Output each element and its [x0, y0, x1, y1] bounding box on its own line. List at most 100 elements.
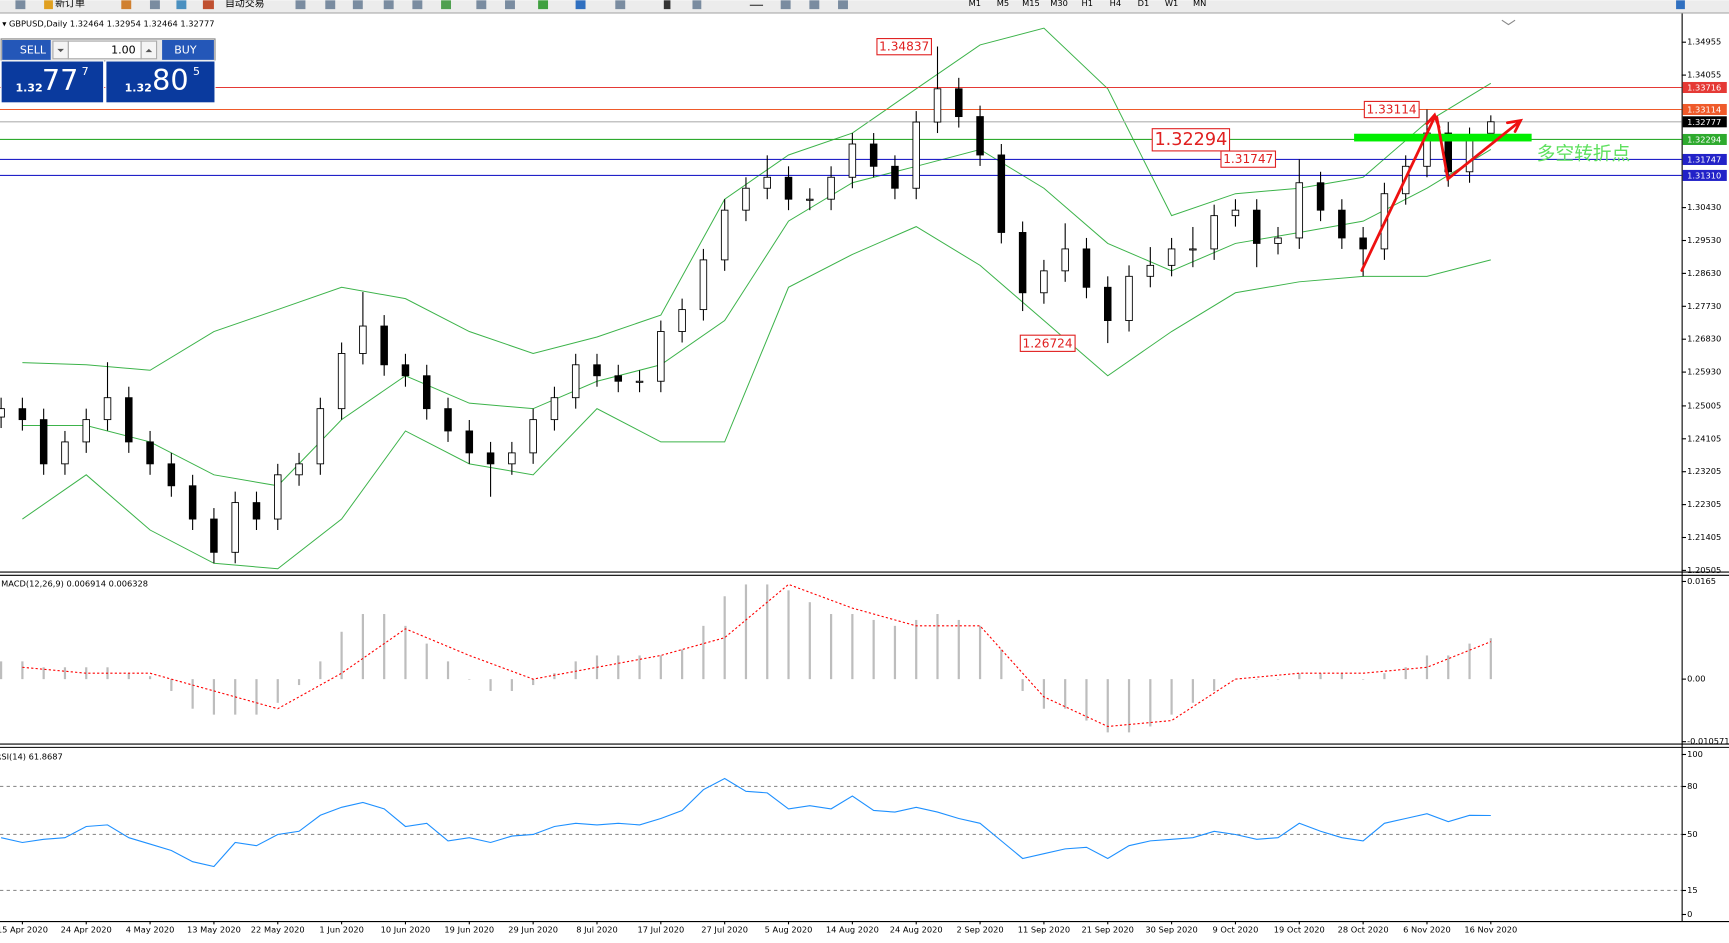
macd-bar: [1213, 679, 1216, 691]
x-tick-label: 15 Apr 2020: [0, 924, 48, 934]
candle-body: [678, 309, 686, 332]
icon[interactable]: [149, 0, 160, 10]
macd-bar: [1127, 679, 1131, 733]
candle-body: [614, 375, 623, 382]
toolbar-button[interactable]: 自动交易: [225, 0, 265, 10]
icon[interactable]: [383, 0, 394, 10]
icon[interactable]: [295, 0, 306, 10]
sell-label[interactable]: SELL: [20, 43, 47, 56]
candle-body: [720, 209, 729, 261]
candle-body: [231, 502, 239, 553]
macd-bar: [340, 631, 343, 680]
icon[interactable]: [505, 0, 515, 10]
macd-bar: [1468, 643, 1471, 680]
toolbar: [0, 0, 1729, 13]
sell-price-box[interactable]: [0, 60, 105, 104]
macd-bar: [872, 619, 875, 680]
buy-button[interactable]: [162, 40, 214, 60]
lot-value[interactable]: 1.00: [111, 43, 136, 56]
icon[interactable]: [352, 0, 363, 10]
icon[interactable]: [1676, 0, 1685, 10]
icon[interactable]: [749, 4, 764, 6]
candle-body: [848, 143, 857, 178]
macd-bar: [85, 667, 88, 680]
candle-body: [1146, 264, 1155, 277]
x-tick-label: 29 Jun 2020: [508, 924, 558, 934]
icon[interactable]: [838, 0, 848, 10]
buy-price-box[interactable]: [105, 60, 216, 104]
timeframe-button[interactable]: H4: [1110, 0, 1121, 8]
arrowhead: [1505, 118, 1524, 133]
icon[interactable]: [538, 0, 549, 10]
annotation-box: [1019, 334, 1076, 352]
x-tick-label: 28 Oct 2020: [1338, 924, 1389, 934]
timeframe-button[interactable]: M1: [969, 0, 981, 8]
y-tick-label: 1.23205: [1687, 466, 1721, 476]
icon[interactable]: [615, 0, 626, 10]
macd-bar: [744, 584, 748, 680]
macd-bar: [1000, 649, 1003, 680]
ohlc-close: 1.32777: [180, 18, 214, 28]
macd-bar: [808, 602, 811, 680]
icon[interactable]: [412, 0, 423, 10]
icon[interactable]: [575, 0, 586, 10]
x-tick-label: 11 Sep 2020: [1018, 924, 1070, 934]
y-tick-label: 1.25005: [1687, 400, 1721, 410]
icon[interactable]: [441, 0, 451, 10]
candle-body: [1274, 237, 1282, 244]
ohlc-open: 1.32464: [70, 18, 104, 28]
price-level-tag: [1682, 81, 1727, 94]
candle-body: [1189, 248, 1197, 251]
macd-bar: [1021, 679, 1024, 691]
candle-body: [125, 397, 133, 443]
trade-panel: SELL 1.00 BUY 1.32 77 7 1.32 80 5: [0, 38, 216, 104]
x-tick-label: 1 Jun 2020: [319, 924, 363, 934]
x-tick-label: 2 Sep 2020: [956, 924, 1003, 934]
macd-bar: [659, 655, 662, 680]
macd-bar: [383, 614, 386, 680]
icon[interactable]: [325, 0, 336, 10]
icon[interactable]: [692, 0, 702, 10]
candle-body: [18, 408, 27, 421]
lot-up-icon: [145, 48, 153, 53]
sell-price-big: 1.32: [15, 82, 42, 95]
icon[interactable]: [780, 0, 791, 10]
icon[interactable]: [663, 0, 671, 10]
timeframe-button[interactable]: D1: [1138, 0, 1150, 8]
symbol-header: ▾ GBPUSD,Daily 1.32464 1.32954 1.32464 1…: [2, 18, 214, 28]
candle-body: [869, 143, 878, 167]
macd-bar: [1319, 673, 1322, 680]
candle-body: [550, 397, 559, 421]
icon[interactable]: [176, 0, 187, 10]
timeframe-button[interactable]: MN: [1193, 0, 1206, 8]
macd-bar: [191, 679, 194, 709]
macd-bar: [681, 649, 684, 680]
buy-label[interactable]: BUY: [174, 43, 197, 56]
icon[interactable]: [476, 0, 487, 10]
timeframe-button[interactable]: M5: [997, 0, 1009, 8]
price-level-label: 1.31747: [1687, 155, 1721, 165]
indicator-name: MACD(12,26,9): [1, 578, 64, 588]
toolbar-button[interactable]: 新订单: [55, 0, 85, 10]
candle-body: [486, 452, 495, 465]
icon[interactable]: [809, 0, 820, 10]
macd-bar: [1362, 679, 1365, 680]
icon[interactable]: [121, 0, 132, 10]
timeframe-button[interactable]: M15: [1022, 0, 1040, 8]
icon[interactable]: [15, 0, 26, 10]
timeframe-button[interactable]: M30: [1050, 0, 1068, 8]
y-tick-label: -0.010571: [1687, 736, 1729, 746]
candle-body: [1082, 248, 1091, 288]
icon[interactable]: [202, 0, 214, 10]
icon[interactable]: [44, 0, 53, 10]
macd-bar: [489, 679, 492, 691]
sell-button[interactable]: [2, 40, 51, 60]
timeframe-button[interactable]: W1: [1165, 0, 1178, 8]
timeframe-button[interactable]: H1: [1081, 0, 1092, 8]
x-tick-label: 13 May 2020: [187, 924, 241, 934]
y-tick-label: 1.24105: [1687, 433, 1721, 443]
candle-body: [1465, 138, 1474, 173]
macd-bar: [957, 619, 960, 680]
symbol: GBPUSD,Daily: [9, 18, 67, 28]
price-level-label: 1.32294: [1687, 135, 1721, 145]
